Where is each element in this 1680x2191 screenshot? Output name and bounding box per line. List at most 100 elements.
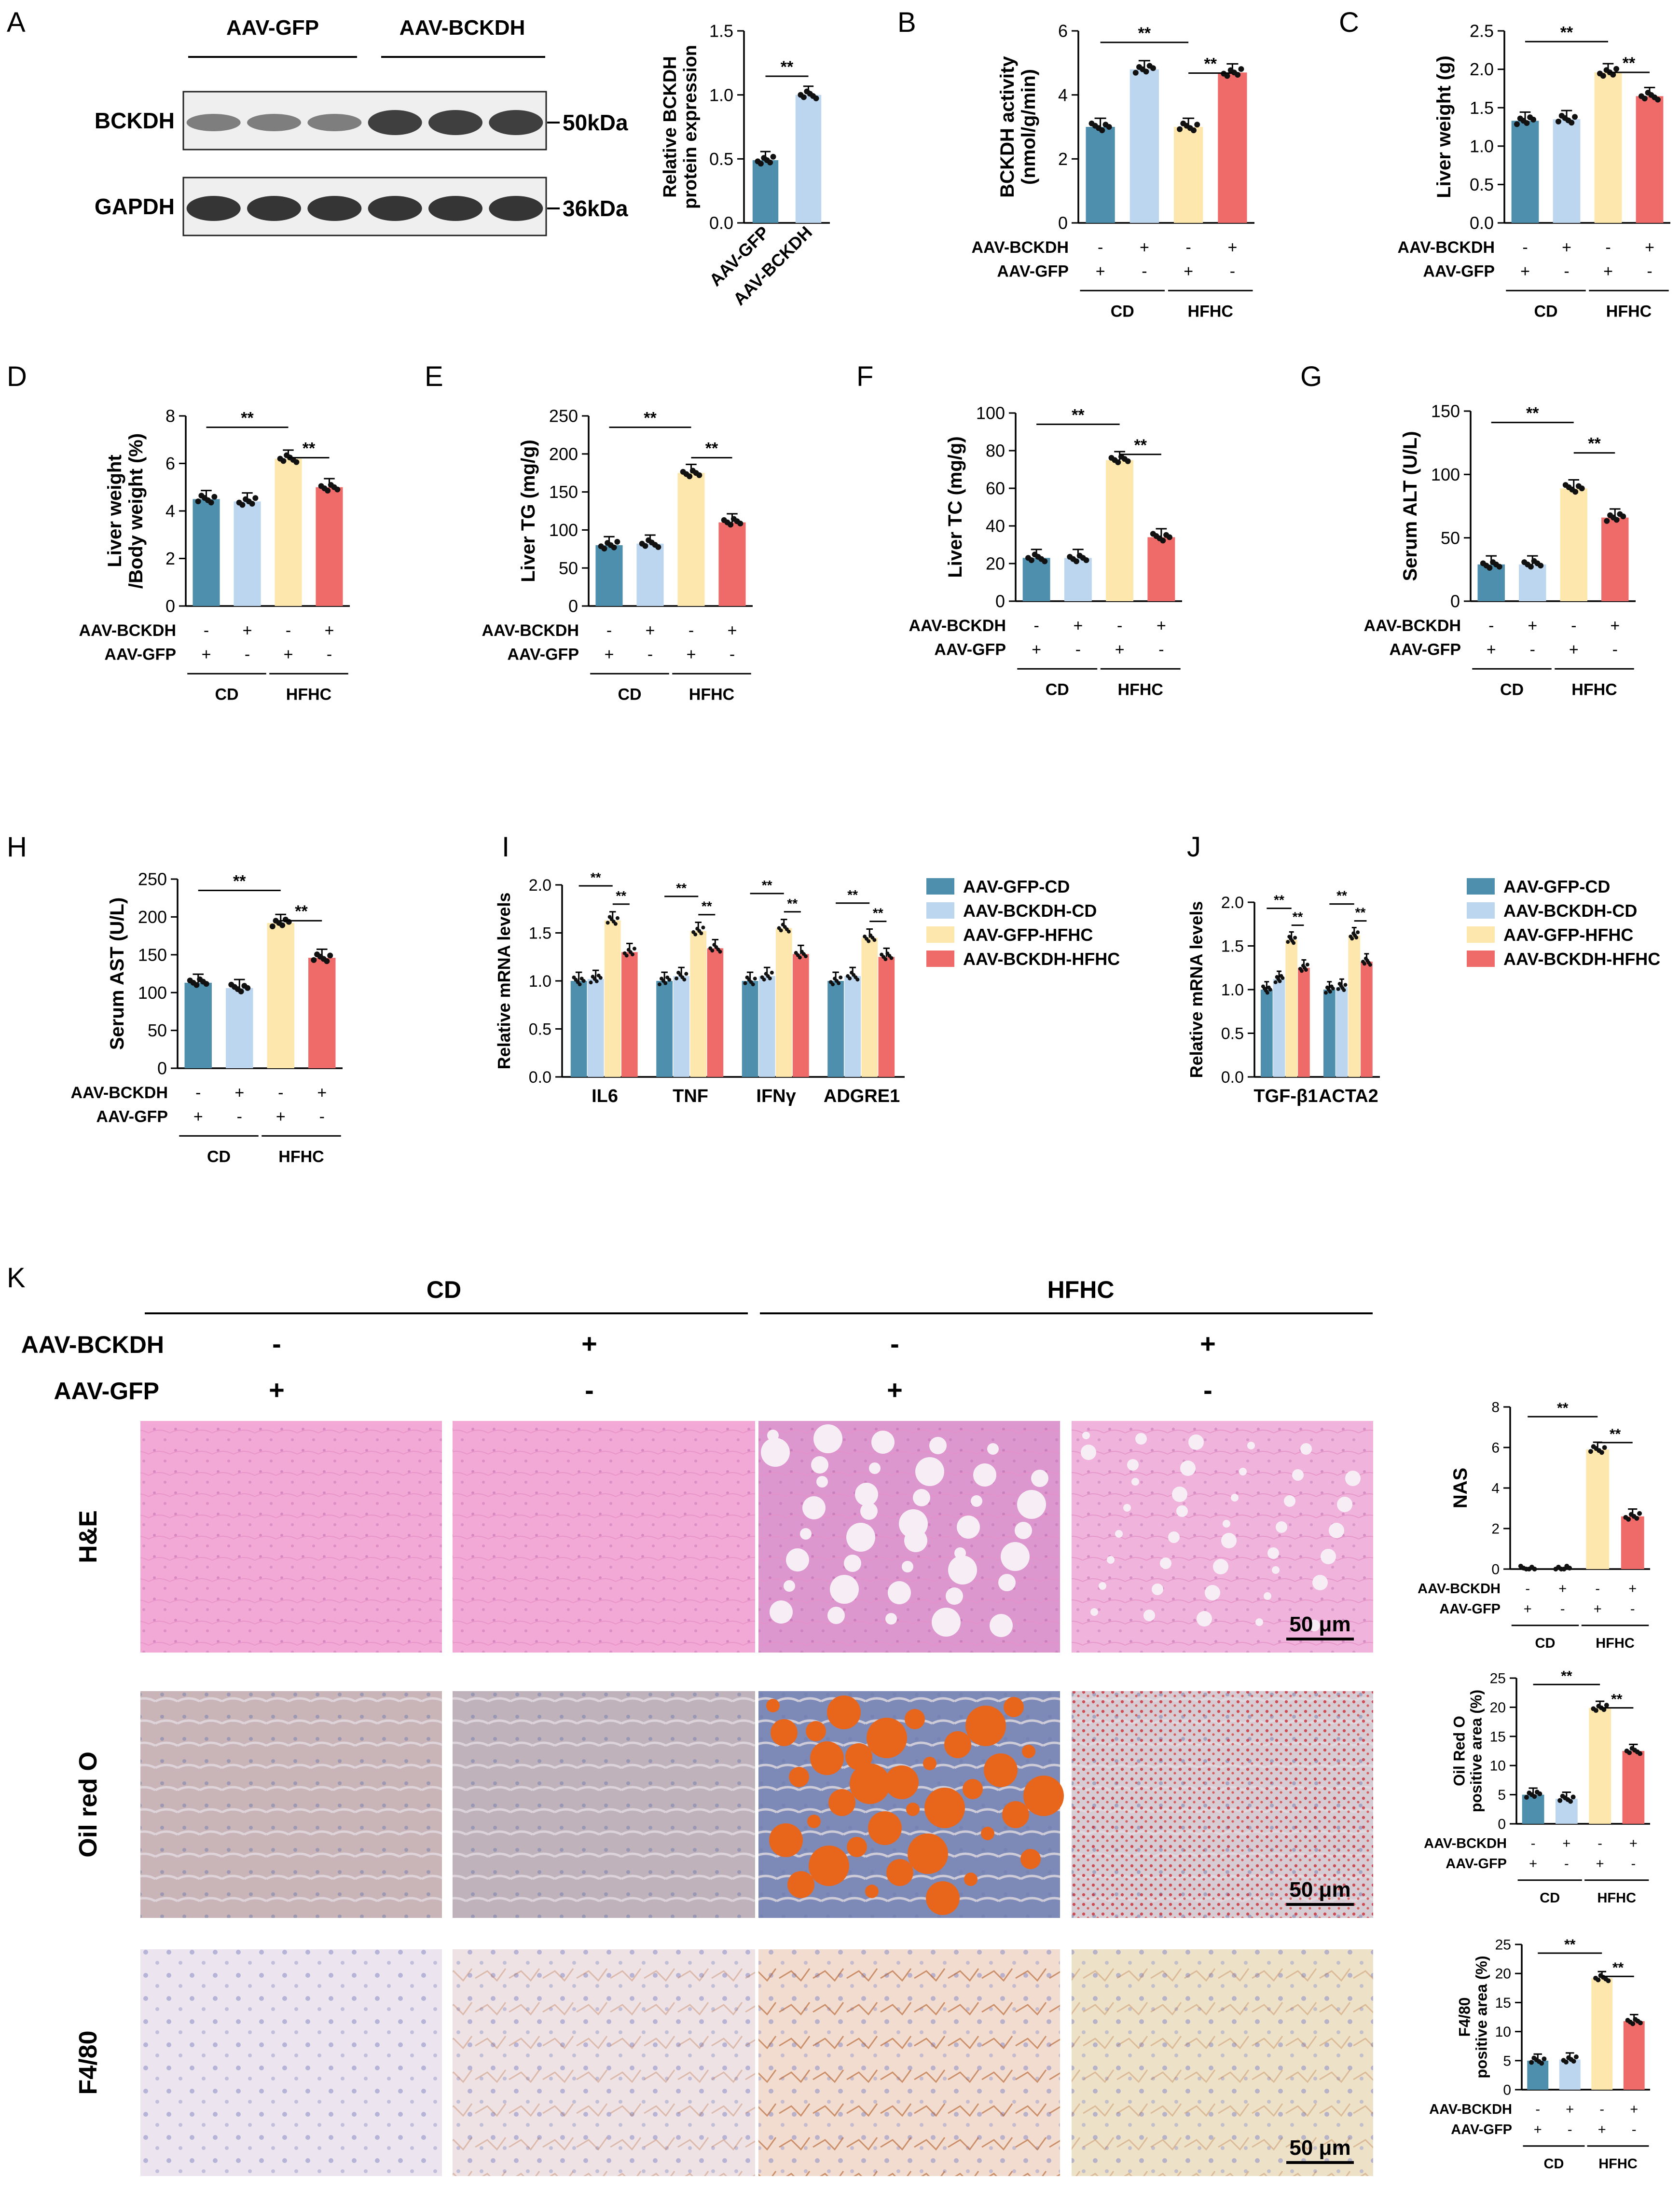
significance-label: ** — [1588, 435, 1601, 453]
blot-band — [307, 114, 362, 131]
sign-bckdh: + — [1562, 1836, 1570, 1851]
data-point — [324, 958, 330, 965]
legend-label: AAV-BCKDH-CD — [963, 901, 1097, 921]
data-point — [762, 978, 766, 982]
bar — [1556, 1799, 1578, 1824]
lane-group-label: AAV-GFP — [226, 16, 319, 40]
row-label-gfp: AAV-GFP — [934, 640, 1006, 659]
data-point — [1265, 991, 1269, 995]
bar — [193, 499, 220, 606]
row-label-bckdh: AAV-BCKDH — [1398, 238, 1495, 257]
group-label-cd: CD — [1535, 1636, 1556, 1651]
data-point — [1568, 1799, 1573, 1804]
sign-bckdh: - — [1033, 617, 1039, 635]
sign-gfp: - — [1612, 640, 1618, 659]
sign-bckdh: + — [1558, 1581, 1567, 1597]
legend-label: AAV-GFP-CD — [963, 877, 1070, 896]
data-point — [770, 153, 776, 160]
sign-gfp: + — [193, 1107, 203, 1126]
sign-gfp: - — [647, 645, 653, 663]
lipid-droplet — [1004, 1697, 1024, 1717]
legend-swatch — [926, 902, 954, 919]
sign-gfp: - — [1632, 2122, 1637, 2137]
y-tick-label: 2 — [1491, 1521, 1500, 1537]
y-tick-label: 250 — [138, 869, 167, 889]
lipid-droplet — [787, 1871, 814, 1898]
sign-gfp: - — [1568, 2122, 1572, 2137]
bar — [1218, 72, 1247, 223]
y-tick-label: 200 — [138, 907, 167, 927]
data-point — [1638, 2020, 1643, 2026]
significance-label: ** — [1612, 1960, 1624, 1976]
data-point — [624, 953, 629, 958]
lipid-vacuole — [1292, 1469, 1304, 1481]
lipid-vacuole — [1223, 1520, 1230, 1528]
data-point — [1630, 2021, 1636, 2026]
lipid-droplet — [926, 1881, 960, 1915]
y-axis-label-line: Liver weight (g) — [1433, 55, 1455, 198]
bar — [234, 501, 261, 606]
panel-letter: K — [7, 1262, 26, 1294]
data-point — [208, 499, 214, 506]
data-point — [663, 981, 668, 985]
lipid-vacuole — [844, 1555, 861, 1572]
data-point — [687, 473, 693, 480]
sign-bckdh: + — [646, 621, 655, 640]
lipid-vacuole — [761, 1438, 790, 1467]
significance-label: ** — [1138, 24, 1151, 42]
y-tick-label: 20 — [986, 554, 1005, 574]
bar — [827, 981, 844, 1077]
lipid-vacuole — [830, 1575, 859, 1604]
y-tick-label: 80 — [986, 441, 1005, 461]
data-point — [757, 161, 764, 167]
data-point — [1539, 2061, 1544, 2066]
data-point — [1610, 71, 1616, 78]
lipid-vacuole — [802, 1496, 826, 1519]
lipid-vacuole — [1267, 1547, 1279, 1559]
lipid-vacuole — [1188, 1434, 1204, 1450]
data-point — [1166, 534, 1172, 540]
data-point — [1563, 2059, 1569, 2065]
row-label-gfp: AAV-GFP — [1423, 262, 1495, 280]
lipid-vacuole — [1090, 1608, 1098, 1616]
panel-letter: H — [7, 831, 27, 863]
sign-bckdh: + — [1630, 2102, 1638, 2117]
legend-swatch — [1467, 902, 1495, 919]
panel-letter: C — [1339, 7, 1359, 38]
lipid-droplet — [809, 1846, 849, 1886]
data-point — [1571, 2059, 1576, 2064]
lipid-vacuole — [1264, 1592, 1271, 1600]
y-tick-label: 0 — [165, 596, 175, 616]
significance-label: ** — [295, 902, 308, 921]
lipid-vacuole — [869, 1462, 881, 1474]
data-point — [1143, 69, 1149, 75]
data-point — [578, 982, 582, 987]
lipid-droplet — [908, 1833, 948, 1874]
lipid-vacuole — [1135, 1433, 1147, 1445]
y-axis-label-line: Liver weight — [104, 455, 125, 567]
sign-gfp: - — [1560, 1601, 1565, 1617]
data-point — [1099, 127, 1105, 134]
y-tick-label: 0 — [1450, 592, 1460, 611]
y-tick-label: 5 — [1503, 2053, 1511, 2069]
significance-label: ** — [1560, 23, 1573, 41]
data-point — [1304, 968, 1308, 972]
data-point — [753, 977, 757, 981]
bar — [707, 948, 724, 1077]
lipid-vacuole — [1131, 1478, 1139, 1486]
y-axis-label-line: F4/80 — [1456, 1998, 1473, 2037]
legend-label: AAV-BCKDH-CD — [1503, 901, 1637, 921]
panel-letter: E — [425, 361, 443, 392]
data-point — [682, 978, 687, 982]
lipid-droplet — [769, 1823, 803, 1857]
data-point — [642, 543, 648, 549]
sign-bckdh: - — [606, 621, 612, 640]
y-axis-label: Oil Red Opositive area (%) — [1450, 1690, 1485, 1812]
data-point — [203, 981, 209, 987]
sign-gfp: - — [1203, 1375, 1212, 1405]
lipid-vacuole — [1312, 1575, 1328, 1590]
y-tick-label: 2.0 — [1221, 894, 1244, 912]
lipid-vacuole — [1276, 1521, 1287, 1533]
blot-band — [489, 110, 543, 135]
y-tick-label: 0 — [1503, 2082, 1511, 2098]
